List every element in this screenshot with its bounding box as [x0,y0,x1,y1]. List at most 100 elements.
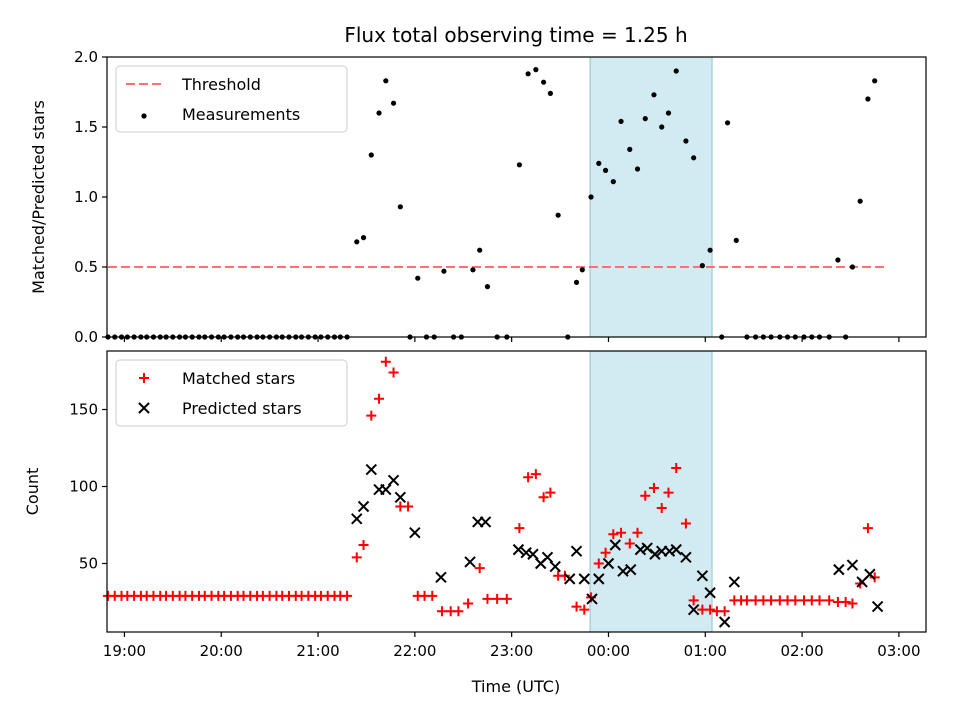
matched-star-point [366,410,377,421]
measurement-point [596,160,602,166]
measurement-point [541,79,547,85]
predicted-star-point [718,616,731,628]
measurement-point [354,239,360,245]
matched-star-point [571,601,582,612]
observing-span-band [589,56,713,338]
x-tick-label: 21:00 [296,642,339,660]
x-tick-label: 03:00 [877,642,920,660]
predicted-star-point [602,557,615,570]
predicted-star-point [541,551,554,564]
matched-star-point [824,595,835,606]
count-panel: 19:00 20:00 21:00 22:00 23:00 00:00 01:00 02:00… [23,350,927,660]
matched-star-point [840,596,851,607]
predicted-star-point [435,571,447,584]
legend-measurement-swatch [141,113,147,119]
predicted-star-point [871,600,884,613]
ratio-panel: 0.0 0.5 1.0 1.5 2.0 Matched/Predicted stars Th… [29,48,927,346]
matched-star-point [514,523,525,534]
legend-label: Measurements [182,105,300,124]
legend-box [115,65,348,133]
matched-star-point [463,598,474,609]
y-tick-label: 150 [69,401,98,419]
measurement-point [724,120,731,126]
matched-star-point [656,503,667,514]
measurement-point [683,138,689,144]
matched-star-point [869,572,880,583]
predicted-star-point [394,491,407,503]
measurement-point [368,152,374,158]
predicted-star-point [680,551,692,564]
legend-label: Threshold [181,75,261,94]
matched-star-point [358,540,369,551]
predicted-star-point [663,545,676,557]
predicted-star-point [649,548,661,560]
y-axis-label: Matched/Predicted stars [29,100,48,294]
measurement-point [390,100,397,106]
y-axis-label: Count [23,468,42,516]
measurement-point [659,124,665,130]
axes-frame [106,350,927,633]
predicted-star-point [670,543,682,556]
series-predicted-stars [351,463,884,628]
matched-star-point [624,538,635,549]
measurement-point [477,247,483,253]
predicted-star-point [641,542,653,554]
matched-star-point [790,595,801,606]
predicted-star-point [846,559,859,571]
matched-star-point [380,356,391,367]
matched-star-point [847,598,858,609]
measurement-point [835,257,841,263]
measurement-point [441,268,447,274]
predicted-star-point [512,543,525,556]
measurement-point [865,96,871,102]
predicted-star-point [464,556,476,568]
measurement-point [699,263,705,269]
y-tick-label: 1.5 [74,118,98,136]
measurement-point [360,235,367,241]
x-tick-label: 00:00 [587,642,630,660]
matched-star-point [482,593,493,604]
matched-star-point [814,595,825,606]
measurement-point [525,71,531,77]
matched-star-point [719,606,730,617]
matched-star-point [501,593,512,604]
measurement-point [484,284,491,290]
matched-star-point [648,483,659,494]
measurement-point [733,237,739,243]
measurement-point [383,78,389,84]
matched-star-point [680,518,691,529]
predicted-star-point [586,593,598,605]
predicted-star-point [351,513,363,525]
predicted-star-point [687,603,700,616]
y-tick-label: 1.0 [74,188,98,206]
measurement-point [516,162,523,168]
matched-star-point [453,606,464,617]
predicted-star-point [593,573,605,585]
predicted-star-point [564,573,576,585]
predicted-star-point [527,548,539,560]
predicted-star-point [570,545,583,557]
predicted-star-point [578,573,590,585]
measurement-point [579,267,585,273]
measurement-point [651,92,657,98]
matched-star-point [559,570,570,581]
x-tick-label: 22:00 [393,642,436,660]
y-tick-label: 0.5 [74,258,98,276]
matched-star-point [523,472,534,483]
predicted-star-point [549,560,561,573]
measurement-point [397,204,403,210]
predicted-star-point [380,483,392,496]
measurement-point [857,198,863,204]
measurement-point [627,146,633,152]
legend: Matched stars Predicted stars [115,359,348,427]
predicted-star-point [520,546,532,559]
measurement-point [376,110,382,116]
matched-star-point [351,552,362,563]
measurement-point [849,264,856,270]
predicted-star-point [357,500,370,513]
measurement-point [555,212,561,218]
measurement-point [673,68,679,74]
matched-star-point [632,527,643,538]
measurement-point [707,247,713,253]
